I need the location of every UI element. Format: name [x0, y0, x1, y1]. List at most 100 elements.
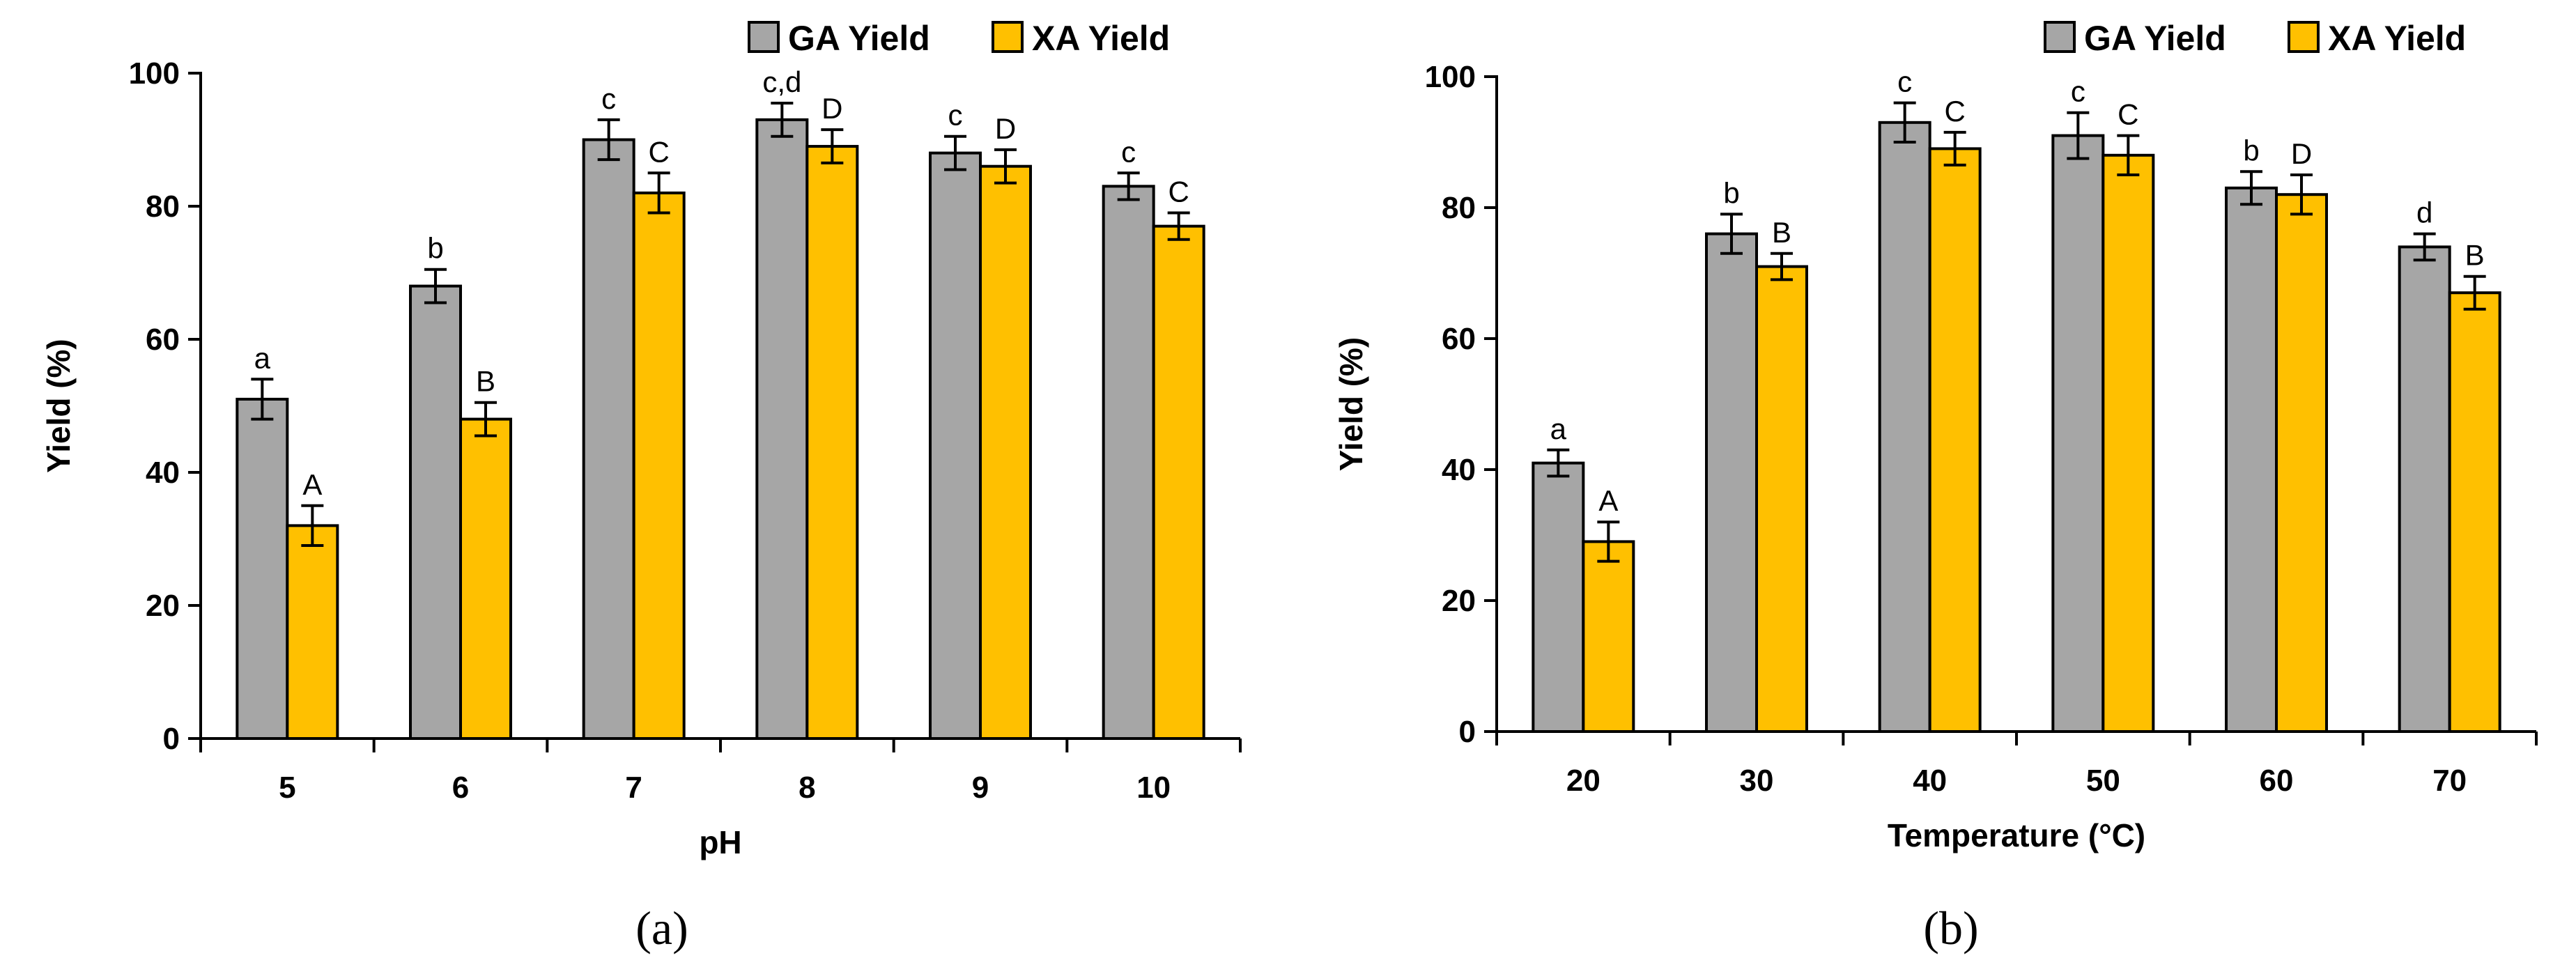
bar-xa-8	[805, 145, 859, 741]
y-tick-label: 20	[146, 589, 180, 623]
bar-ga-7	[582, 138, 635, 740]
significance-letter: C	[1168, 176, 1189, 208]
legend-swatch-xa	[2288, 21, 2320, 53]
error-bar	[2290, 173, 2313, 216]
significance-letter: C	[2118, 98, 2138, 131]
y-tick-label: 80	[146, 190, 180, 224]
y-axis-title: Yield (%)	[1333, 337, 1369, 472]
error-bar	[2067, 111, 2090, 160]
legend: GA Yield XA Yield	[2044, 19, 2466, 58]
legend: GA Yield XA Yield	[748, 19, 1170, 58]
significance-letter: c,d	[762, 65, 801, 98]
significance-letter: D	[822, 92, 842, 125]
significance-letter: c	[1897, 65, 1912, 98]
x-tick-label: 5	[279, 771, 295, 805]
panel-caption: (b)	[1923, 902, 1978, 954]
bar-ga-50	[2051, 134, 2105, 734]
legend-swatch-xa	[992, 21, 1024, 53]
significance-letter: B	[1772, 216, 1791, 249]
error-bar	[1720, 212, 1743, 255]
y-tick-label: 40	[146, 456, 180, 490]
significance-letter: c	[1121, 135, 1136, 168]
chart-panel-a: a b c c,d c c A B C D D C 0 20 40 60 80 100 5 6 7 8 9 10 pH Yield…	[40, 19, 1242, 954]
error-bar	[1117, 171, 1140, 201]
error-bar	[2463, 275, 2486, 311]
legend-label-ga: GA Yield	[788, 19, 930, 58]
chart-panel-b: a b c c b d A B C C D B 0 20 40 60 80 100 20 30 40 50 60 70 Temp…	[1333, 19, 2538, 954]
error-bar	[301, 504, 324, 548]
y-tick-label: 20	[1442, 584, 1476, 618]
significance-letter: c	[948, 99, 963, 132]
bar-xa-40	[1928, 147, 1982, 733]
error-bar	[1597, 520, 1620, 563]
error-bar	[424, 268, 447, 304]
bar-xa-7	[632, 191, 686, 740]
significance-letter: C	[648, 135, 669, 168]
bar-ga-8	[755, 118, 809, 741]
y-tick-label: 60	[146, 323, 180, 357]
bar-ga-6	[409, 284, 462, 741]
error-bar	[821, 128, 844, 164]
error-bar	[994, 148, 1017, 185]
significance-letter: B	[476, 365, 495, 398]
y-tick-label: 80	[1442, 191, 1476, 225]
x-tick-label: 60	[2260, 764, 2294, 798]
x-tick-label: 30	[1740, 764, 1774, 798]
significance-letter: b	[427, 232, 443, 265]
bar-xa-70	[2448, 291, 2501, 733]
error-bar	[647, 171, 670, 215]
y-tick-label: 100	[129, 56, 180, 91]
bar-xa-50	[2101, 153, 2155, 734]
x-tick-label: 10	[1136, 771, 1171, 805]
y-tick-label: 100	[1425, 60, 1476, 94]
x-tick-label: 9	[972, 771, 989, 805]
error-bar	[475, 401, 497, 438]
bar-xa-5	[286, 524, 339, 741]
x-tick-label: 40	[1913, 764, 1947, 798]
bar-xa-6	[459, 417, 512, 740]
x-tick-label: 20	[1566, 764, 1601, 798]
y-axis-title: Yield (%)	[40, 339, 77, 473]
bar-xa-9	[979, 164, 1032, 740]
x-tick-label: 70	[2432, 764, 2467, 798]
x-tick-label: 6	[452, 771, 469, 805]
bar-xa-60	[2275, 193, 2328, 733]
error-bar	[1771, 252, 1793, 281]
x-tick-label: 50	[2086, 764, 2120, 798]
significance-letter: D	[995, 112, 1016, 145]
y-tick-label: 0	[163, 722, 180, 756]
significance-letter: A	[1598, 484, 1618, 517]
bar-ga-30	[1705, 232, 1758, 734]
significance-letter: b	[1723, 176, 1739, 209]
x-tick-label: 8	[799, 771, 815, 805]
error-bar	[1943, 130, 1966, 167]
significance-letter: A	[302, 468, 322, 501]
error-bar	[251, 378, 274, 421]
panel-caption: (a)	[635, 902, 688, 954]
error-bar	[2240, 170, 2262, 206]
bar-xa-30	[1755, 265, 1808, 734]
significance-letter: D	[2291, 137, 2312, 170]
error-bar	[597, 118, 620, 162]
significance-letter: C	[1944, 95, 1965, 127]
bar-xa-10	[1152, 224, 1205, 740]
x-axis-title: pH	[699, 824, 741, 860]
error-bar	[2117, 134, 2140, 176]
bar-ga-20	[1532, 461, 1585, 733]
significance-letter: d	[2416, 196, 2432, 229]
bar-ga-60	[2225, 186, 2278, 733]
legend-swatch-ga	[748, 21, 780, 53]
legend-label-xa: XA Yield	[2328, 19, 2466, 58]
significance-letter: a	[254, 341, 271, 374]
error-bar	[1547, 448, 1570, 478]
error-bar	[771, 101, 794, 138]
y-tick-label: 60	[1442, 322, 1476, 356]
bar-xa-20	[1582, 540, 1635, 734]
legend-label-ga: GA Yield	[2084, 19, 2226, 58]
x-tick-label: 7	[625, 771, 642, 805]
significance-letter: c	[2071, 75, 2085, 108]
legend-swatch-ga	[2044, 21, 2076, 53]
bar-ga-5	[236, 397, 289, 740]
bar-ga-40	[1878, 121, 1931, 734]
